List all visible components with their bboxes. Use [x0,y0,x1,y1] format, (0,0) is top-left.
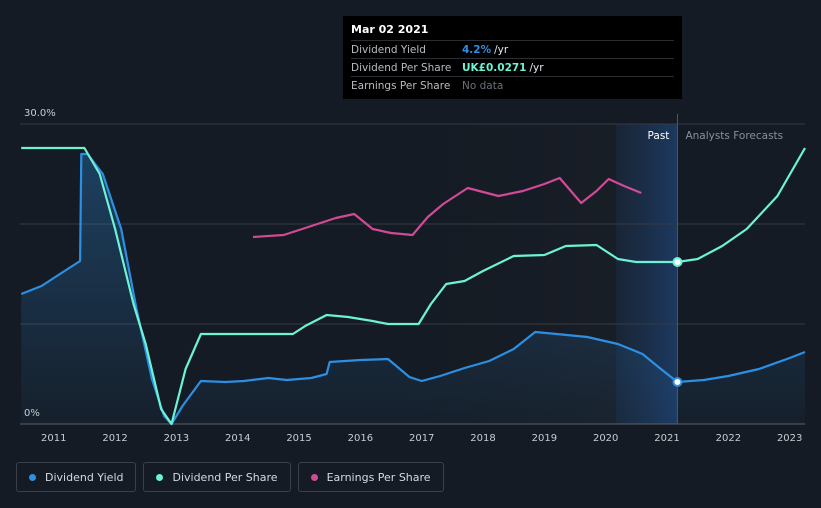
tooltip-key: Dividend Yield [351,43,426,56]
x-tick-label: 2023 [777,433,802,444]
legend-label: Earnings Per Share [326,470,431,484]
legend-item-earnings-per-share[interactable]: Earnings Per Share [297,462,444,492]
x-tick-label: 2012 [102,433,127,444]
tooltip-key: Earnings Per Share [351,79,451,92]
tooltip-key: Dividend Per Share [351,61,452,74]
tooltip-row-earnings-per-share: Earnings Per Share No data [351,76,674,94]
x-tick-label: 2020 [593,433,618,444]
tooltip-row-dividend-per-share: Dividend Per Share UK£0.0271 /yr [351,58,674,76]
legend-dot-icon [310,473,318,481]
x-tick-label: 2011 [41,433,66,444]
tooltip-value: 4.2% [462,43,492,56]
y-tick-label: 0% [24,408,40,419]
x-tick-label: 2013 [164,433,189,444]
tooltip-value: UK£0.0271 [462,61,527,74]
legend-dot-icon [29,473,36,481]
x-tick-label: 2019 [532,433,557,444]
x-tick-label: 2014 [225,433,250,444]
legend: Dividend Yield Dividend Per Share Earnin… [16,462,444,492]
tooltip: Mar 02 2021 Dividend Yield 4.2% /yr Divi… [343,16,682,99]
legend-dot-icon [156,473,164,481]
dividend-yield-line [20,152,806,426]
forecast-label: Analysts Forecasts [685,130,783,142]
x-tick-label: 2016 [348,433,373,444]
legend-label: Dividend Yield [45,470,124,484]
y-tick-label: 30.0% [24,108,56,119]
x-tick-label: 2021 [654,433,679,444]
dividend-yield-area [21,154,805,424]
past-label: Past [648,130,670,142]
tooltip-unit: /yr [494,43,509,56]
tooltip-unit: /yr [529,61,544,74]
legend-label: Dividend Per Share [172,470,278,484]
x-tick-label: 2018 [470,433,495,444]
x-tick-label: 2017 [409,433,434,444]
x-tick-label: 2015 [286,433,311,444]
legend-item-dividend-yield[interactable]: Dividend Yield [16,462,137,492]
x-tick-label: 2022 [716,433,741,444]
hover-marker [672,257,683,267]
dividend-per-share-line [21,146,806,426]
earnings-per-share-line [252,176,642,239]
hover-marker [672,377,683,387]
legend-item-dividend-per-share[interactable]: Dividend Per Share [143,462,291,492]
tooltip-date: Mar 02 2021 [351,23,429,36]
tooltip-row-dividend-yield: Dividend Yield 4.2% /yr [351,40,674,58]
tooltip-value: No data [462,79,504,92]
